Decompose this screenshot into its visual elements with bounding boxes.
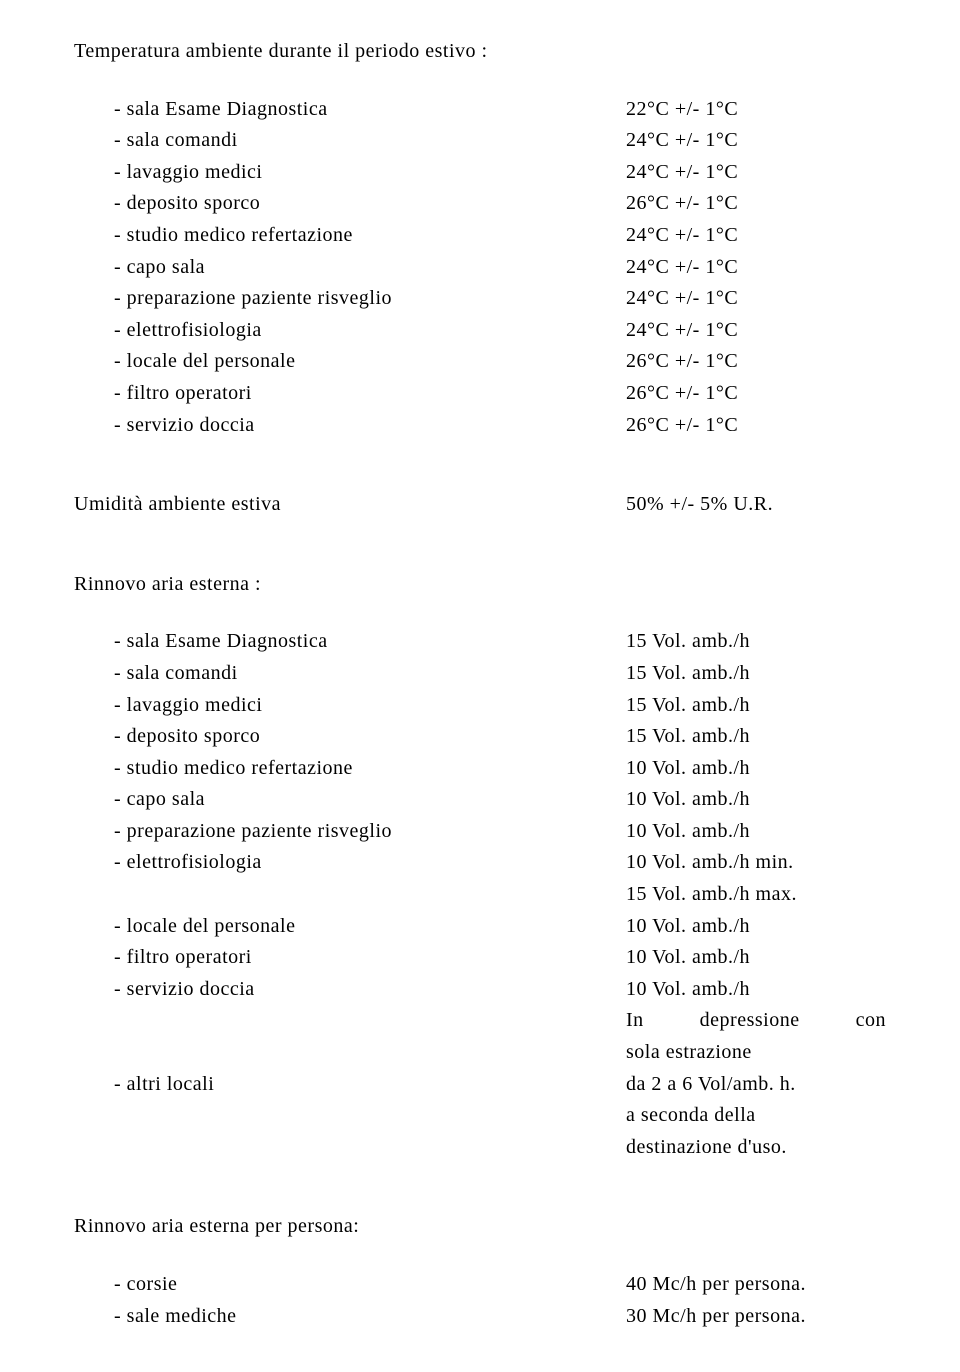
row-value: 10 Vol. amb./h [626, 753, 886, 785]
row-label: - sala Esame Diagnostica [74, 626, 626, 658]
data-row: - preparazione paziente risveglio 24°C +… [74, 283, 886, 315]
row-label: - elettrofisiologia [74, 315, 626, 347]
data-row: - elettrofisiologia 10 Vol. amb./h min. [74, 847, 886, 879]
row-label: - altri locali [74, 1069, 626, 1101]
section-temperatura: Temperatura ambiente durante il periodo … [74, 36, 886, 441]
row-value: 15 Vol. amb./h [626, 658, 886, 690]
row-label [74, 1037, 626, 1069]
section-rinnovo-persona: Rinnovo aria esterna per persona: - cors… [74, 1211, 886, 1332]
row-label [74, 879, 626, 911]
row-label: - studio medico refertazione [74, 220, 626, 252]
row-value: 24°C +/- 1°C [626, 125, 886, 157]
humidity-value: 50% +/- 5% U.R. [626, 489, 886, 521]
row-value: In depressione con [626, 1005, 886, 1037]
data-row: - locale del personale 10 Vol. amb./h [74, 911, 886, 943]
row-value: 26°C +/- 1°C [626, 378, 886, 410]
data-row: - studio medico refertazione 10 Vol. amb… [74, 753, 886, 785]
row-label: - capo sala [74, 252, 626, 284]
data-row: - sala comandi 24°C +/- 1°C [74, 125, 886, 157]
row-value: 24°C +/- 1°C [626, 157, 886, 189]
section-title: Temperatura ambiente durante il periodo … [74, 36, 886, 68]
data-row: - sala Esame Diagnostica 22°C +/- 1°C [74, 94, 886, 126]
data-row: - deposito sporco 15 Vol. amb./h [74, 721, 886, 753]
row-label [74, 1132, 626, 1164]
row-label: - servizio doccia [74, 974, 626, 1006]
row-value: 26°C +/- 1°C [626, 346, 886, 378]
row-label: - sala comandi [74, 125, 626, 157]
data-row: 15 Vol. amb./h max. [74, 879, 886, 911]
row-label: - deposito sporco [74, 188, 626, 220]
row-label: - sala Esame Diagnostica [74, 94, 626, 126]
row-value: 15 Vol. amb./h [626, 690, 886, 722]
data-row: - altri locali da 2 a 6 Vol/amb. h. [74, 1069, 886, 1101]
row-label: - preparazione paziente risveglio [74, 283, 626, 315]
data-row: In depressione con [74, 1005, 886, 1037]
row-value: 15 Vol. amb./h [626, 626, 886, 658]
data-row: - locale del personale 26°C +/- 1°C [74, 346, 886, 378]
row-value: 24°C +/- 1°C [626, 252, 886, 284]
row-value: 15 Vol. amb./h [626, 721, 886, 753]
data-row: - servizio doccia 10 Vol. amb./h [74, 974, 886, 1006]
row-value: 30 Mc/h per persona. [626, 1301, 886, 1333]
row-value: a seconda della [626, 1100, 886, 1132]
row-label: - preparazione paziente risveglio [74, 816, 626, 848]
row-label: - locale del personale [74, 346, 626, 378]
data-row: - corsie 40 Mc/h per persona. [74, 1269, 886, 1301]
row-value: 10 Vol. amb./h min. [626, 847, 886, 879]
data-row: - sale mediche 30 Mc/h per persona. [74, 1301, 886, 1333]
humidity-label: Umidità ambiente estiva [74, 489, 626, 521]
row-value: da 2 a 6 Vol/amb. h. [626, 1069, 886, 1101]
section-rinnovo-aria: Rinnovo aria esterna : - sala Esame Diag… [74, 569, 886, 1164]
row-value: 22°C +/- 1°C [626, 94, 886, 126]
row-label [74, 1100, 626, 1132]
row-value: 10 Vol. amb./h [626, 942, 886, 974]
data-row: destinazione d'uso. [74, 1132, 886, 1164]
data-row: - filtro operatori 10 Vol. amb./h [74, 942, 886, 974]
row-value: sola estrazione [626, 1037, 886, 1069]
data-row: - capo sala 10 Vol. amb./h [74, 784, 886, 816]
data-row: - sala Esame Diagnostica 15 Vol. amb./h [74, 626, 886, 658]
row-label: - lavaggio medici [74, 157, 626, 189]
data-row: - filtro operatori 26°C +/- 1°C [74, 378, 886, 410]
row-value: 40 Mc/h per persona. [626, 1269, 886, 1301]
row-value: 24°C +/- 1°C [626, 315, 886, 347]
data-row: - elettrofisiologia 24°C +/- 1°C [74, 315, 886, 347]
row-label: - locale del personale [74, 911, 626, 943]
row-value: 24°C +/- 1°C [626, 283, 886, 315]
row-value: 10 Vol. amb./h [626, 784, 886, 816]
data-row: - lavaggio medici 24°C +/- 1°C [74, 157, 886, 189]
row-label: - filtro operatori [74, 942, 626, 974]
row-value: 24°C +/- 1°C [626, 220, 886, 252]
row-value: destinazione d'uso. [626, 1132, 886, 1164]
row-label: - corsie [74, 1269, 626, 1301]
row-label [74, 1005, 626, 1037]
data-row: - lavaggio medici 15 Vol. amb./h [74, 690, 886, 722]
row-label: - elettrofisiologia [74, 847, 626, 879]
row-value: 10 Vol. amb./h [626, 816, 886, 848]
data-row: - preparazione paziente risveglio 10 Vol… [74, 816, 886, 848]
section-title: Rinnovo aria esterna : [74, 569, 886, 601]
row-label: - sala comandi [74, 658, 626, 690]
data-row: - deposito sporco 26°C +/- 1°C [74, 188, 886, 220]
data-row: sola estrazione [74, 1037, 886, 1069]
row-label: - capo sala [74, 784, 626, 816]
row-label: - filtro operatori [74, 378, 626, 410]
row-label: - lavaggio medici [74, 690, 626, 722]
row-label: - deposito sporco [74, 721, 626, 753]
section-title: Rinnovo aria esterna per persona: [74, 1211, 886, 1243]
data-row: - servizio doccia 26°C +/- 1°C [74, 410, 886, 442]
data-row: a seconda della [74, 1100, 886, 1132]
row-label: - studio medico refertazione [74, 753, 626, 785]
row-label: - sale mediche [74, 1301, 626, 1333]
data-row: - sala comandi 15 Vol. amb./h [74, 658, 886, 690]
humidity-row: Umidità ambiente estiva 50% +/- 5% U.R. [74, 489, 886, 521]
row-value: 26°C +/- 1°C [626, 410, 886, 442]
row-label: - servizio doccia [74, 410, 626, 442]
row-value: 15 Vol. amb./h max. [626, 879, 886, 911]
data-row: - capo sala 24°C +/- 1°C [74, 252, 886, 284]
row-value: 10 Vol. amb./h [626, 911, 886, 943]
row-value: 10 Vol. amb./h [626, 974, 886, 1006]
row-value: 26°C +/- 1°C [626, 188, 886, 220]
data-row: - studio medico refertazione 24°C +/- 1°… [74, 220, 886, 252]
